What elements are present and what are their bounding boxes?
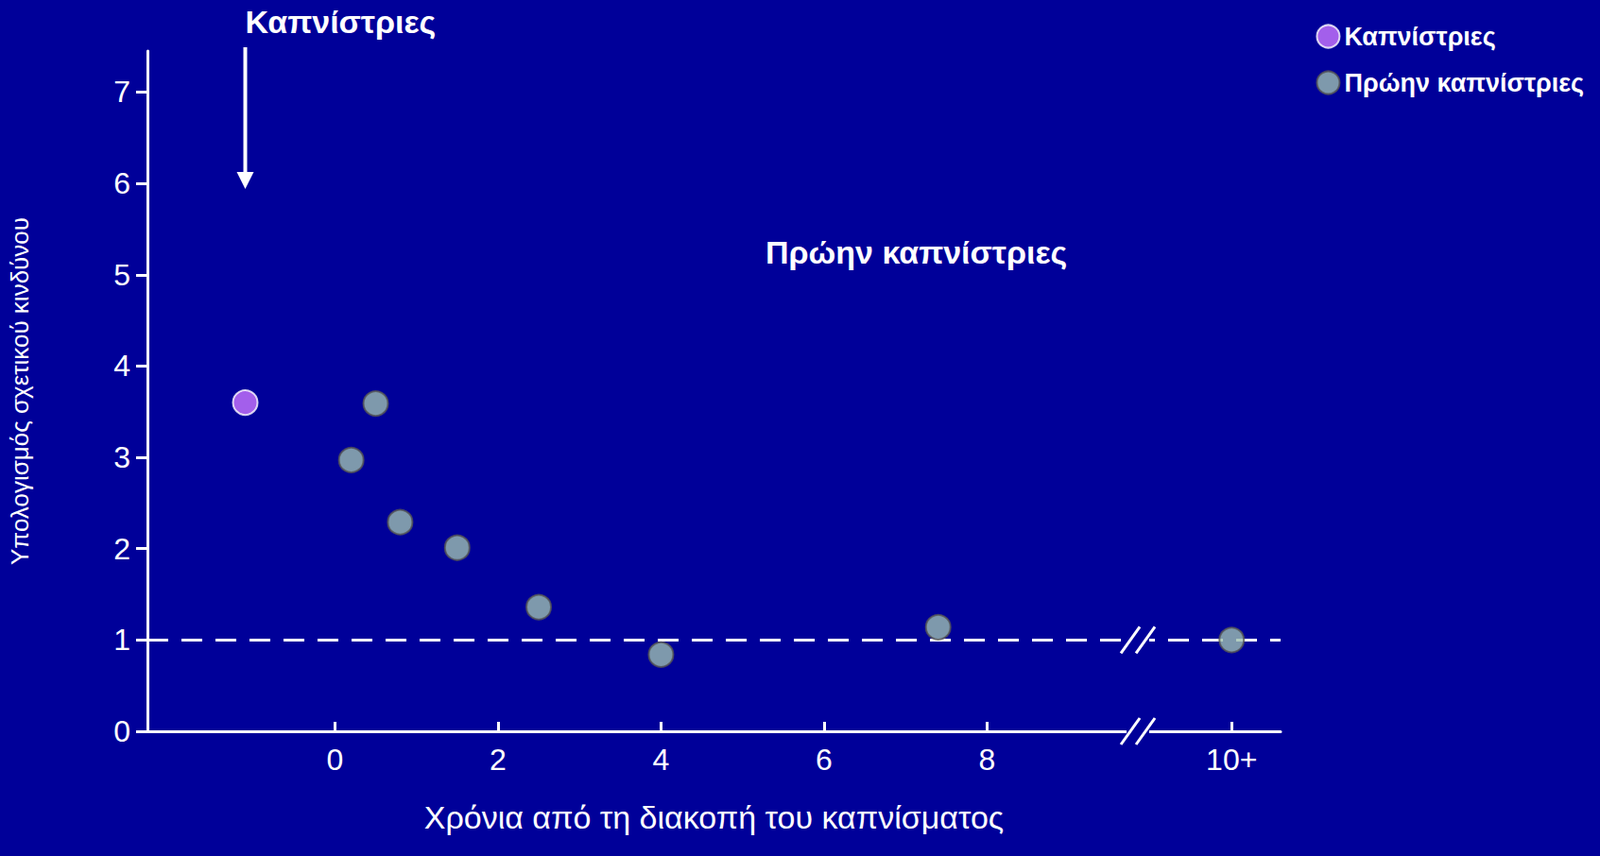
svg-text:0: 0 (113, 714, 131, 749)
svg-text:Πρώην καπνίστριες: Πρώην καπνίστριες (765, 234, 1067, 271)
svg-text:Χρόνια από τη διακοπή του καπν: Χρόνια από τη διακοπή του καπνίσματος (424, 799, 1004, 836)
svg-text:Πρώην καπνίστριες: Πρώην καπνίστριες (1343, 68, 1584, 98)
svg-text:4: 4 (653, 742, 671, 777)
svg-text:6: 6 (113, 166, 131, 201)
svg-text:2: 2 (113, 532, 131, 567)
svg-text:6: 6 (815, 742, 833, 777)
svg-text:2: 2 (489, 742, 507, 777)
svg-text:Καπνίστριες: Καπνίστριες (1343, 22, 1496, 52)
svg-text:3: 3 (113, 440, 131, 475)
svg-text:5: 5 (113, 258, 131, 293)
svg-text:Υπολογισμός σχετικού κινδύνου: Υπολογισμός σχετικού κινδύνου (5, 217, 35, 566)
svg-text:10+: 10+ (1205, 742, 1257, 777)
svg-text:8: 8 (979, 742, 997, 777)
svg-text:4: 4 (113, 348, 131, 383)
svg-text:7: 7 (113, 74, 131, 109)
svg-text:Καπνίστριες: Καπνίστριες (245, 3, 437, 40)
svg-text:0: 0 (326, 742, 344, 777)
svg-text:1: 1 (113, 622, 131, 657)
